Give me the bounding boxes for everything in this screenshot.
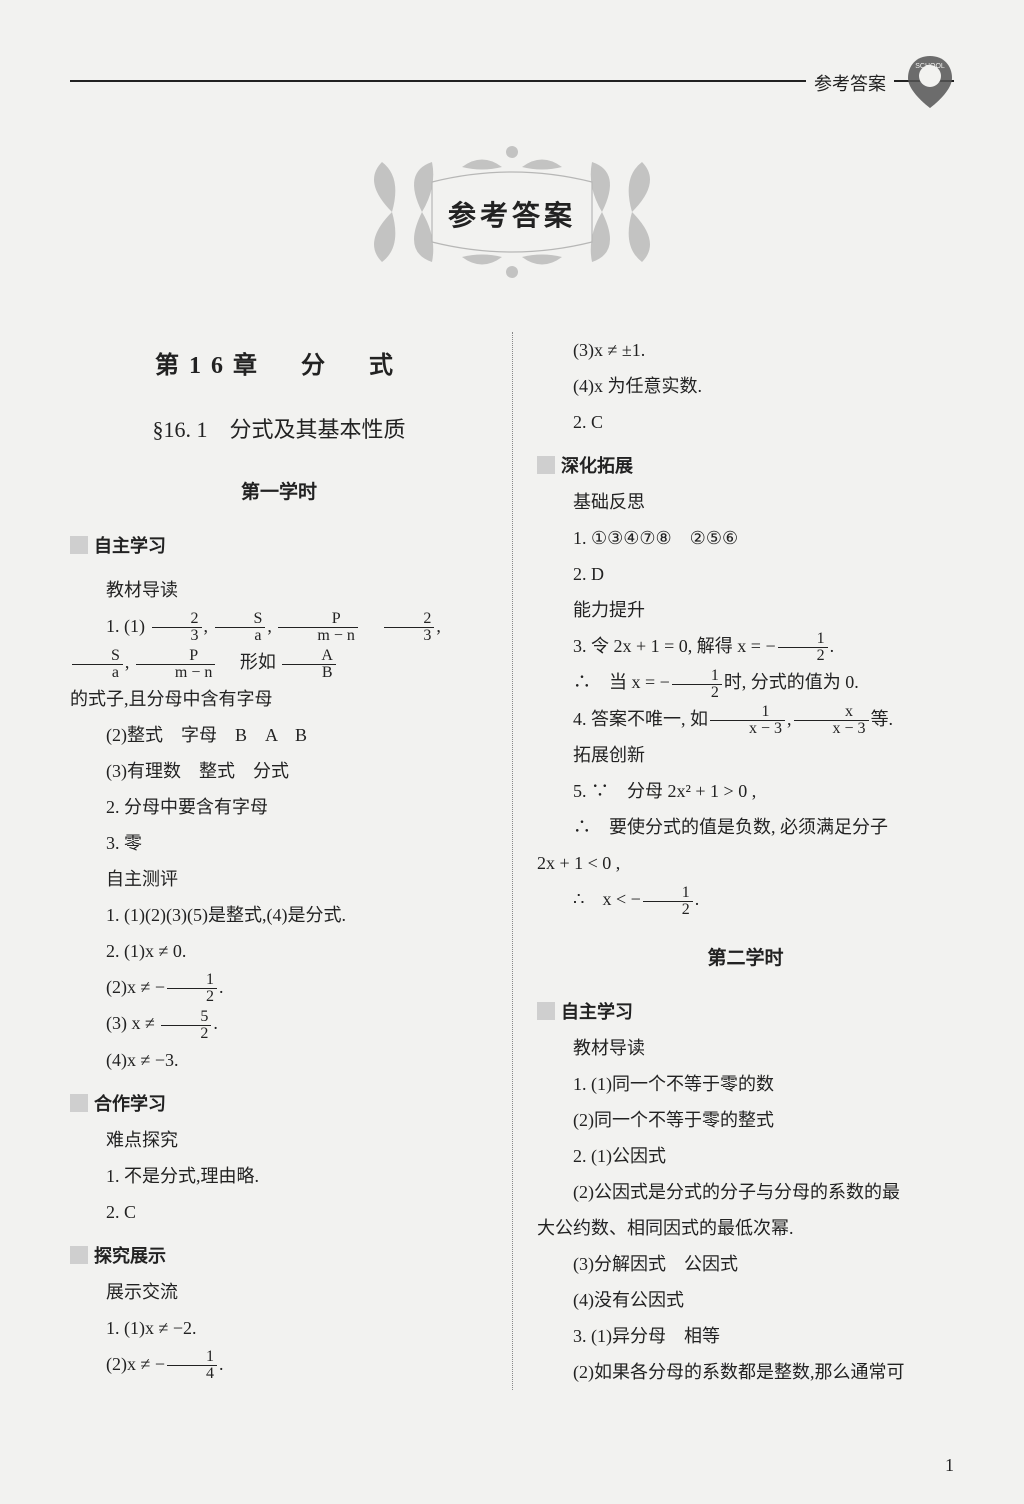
answer-line: ∴ 当 x = −12时, 分式的值为 0.: [537, 664, 954, 700]
heading-text: 探究展示: [94, 1246, 166, 1266]
answer-line: 1. (1) 23, Sa, Pm − n 23, Sa, Pm − n 形如 …: [70, 608, 488, 681]
section-title: §16. 1 分式及其基本性质: [70, 408, 488, 452]
lesson-1-title: 第一学时: [70, 474, 488, 512]
title-banner: 参考答案: [70, 122, 954, 302]
block-marker-icon: [537, 456, 555, 474]
subheading: 能力提升: [537, 592, 954, 628]
answer-line: (2)如果各分母的系数都是整数,那么通常可: [537, 1354, 954, 1390]
fraction: 12: [643, 885, 693, 918]
header-rule: 参考答案 SCHOOL: [70, 80, 954, 82]
fraction: Pm − n: [278, 611, 357, 644]
answer-line: 的式子,且分母中含有字母: [70, 681, 488, 717]
subheading: 拓展创新: [537, 737, 954, 773]
subheading: 难点探究: [70, 1122, 488, 1158]
fraction: xx − 3: [794, 704, 869, 737]
answer-line: (3) x ≠ 52.: [70, 1005, 488, 1041]
answer-line: (2)整式 字母 B A B: [70, 717, 488, 753]
fraction: 23: [152, 611, 202, 644]
subheading: 教材导读: [537, 1030, 954, 1066]
heading-explore: 探究展示: [70, 1238, 488, 1274]
answer-line: 1. (1)x ≠ −2.: [70, 1310, 488, 1346]
answer-line: 大公约数、相同因式的最低次幂.: [537, 1210, 954, 1246]
block-marker-icon: [537, 1002, 555, 1020]
block-marker-icon: [70, 536, 88, 554]
heading-self-study-2: 自主学习: [537, 994, 954, 1030]
answer-line: (2)同一个不等于零的整式: [537, 1102, 954, 1138]
answer-line: 3. (1)异分母 相等: [537, 1318, 954, 1354]
answer-line: (4)x ≠ −3.: [70, 1042, 488, 1078]
block-marker-icon: [70, 1246, 88, 1264]
answer-line: (2)x ≠ −14.: [70, 1346, 488, 1382]
header-label: 参考答案: [806, 70, 894, 96]
subheading: 展示交流: [70, 1274, 488, 1310]
answer-line: (3)x ≠ ±1.: [537, 332, 954, 368]
subheading: 基础反思: [537, 484, 954, 520]
answer-line: 3. 令 2x + 1 = 0, 解得 x = −12.: [537, 628, 954, 664]
answer-line: 3. 零: [70, 825, 488, 861]
answer-line: 1. (1)(2)(3)(5)是整式,(4)是分式.: [70, 897, 488, 933]
fraction: 14: [167, 1349, 217, 1382]
school-badge-icon: SCHOOL: [906, 54, 954, 110]
answer-line: 2. 分母中要含有字母: [70, 789, 488, 825]
content-columns: 第16章 分 式 §16. 1 分式及其基本性质 第一学时 自主学习 教材导读 …: [70, 332, 954, 1390]
answer-line: 2. C: [70, 1194, 488, 1230]
block-marker-icon: [70, 1094, 88, 1112]
lesson-2-title: 第二学时: [537, 940, 954, 978]
answer-line: (2)公因式是分式的分子与分母的系数的最: [537, 1174, 954, 1210]
fraction: Sa: [215, 611, 266, 644]
fraction: 52: [161, 1009, 211, 1042]
answer-line: 2. (1)x ≠ 0.: [70, 933, 488, 969]
fraction: 12: [672, 668, 722, 701]
answer-line: 5. ∵ 分母 2x² + 1 > 0 ,: [537, 773, 954, 809]
fraction: Sa: [72, 648, 123, 681]
subheading: 自主测评: [70, 861, 488, 897]
fraction: AB: [282, 648, 336, 681]
left-column: 第16章 分 式 §16. 1 分式及其基本性质 第一学时 自主学习 教材导读 …: [70, 332, 512, 1390]
answer-line: 1. ①③④⑦⑧ ②⑤⑥: [537, 520, 954, 556]
answer-line: (2)x ≠ −12.: [70, 969, 488, 1005]
answer-line: 1. (1)同一个不等于零的数: [537, 1066, 954, 1102]
answer-line: 2x + 1 < 0 ,: [537, 845, 954, 881]
text: 1. (1): [106, 616, 145, 636]
subheading: 教材导读: [70, 572, 488, 608]
answer-line: (4)没有公因式: [537, 1282, 954, 1318]
heading-coop: 合作学习: [70, 1086, 488, 1122]
answer-line: ∴ x < −12.: [537, 881, 954, 917]
page-number: 1: [945, 1455, 954, 1476]
svg-text:SCHOOL: SCHOOL: [915, 63, 945, 70]
answer-line: 2. C: [537, 404, 954, 440]
answer-line: (4)x 为任意实数.: [537, 368, 954, 404]
answer-line: (3)有理数 整式 分式: [70, 753, 488, 789]
right-column: (3)x ≠ ±1. (4)x 为任意实数. 2. C 深化拓展 基础反思 1.…: [512, 332, 954, 1390]
fraction: 1x − 3: [710, 704, 785, 737]
chapter-title: 第16章 分 式: [70, 342, 488, 390]
answer-line: 4. 答案不唯一, 如1x − 3,xx − 3等.: [537, 701, 954, 737]
fraction: 12: [778, 631, 828, 664]
answer-line: 2. D: [537, 556, 954, 592]
page-title: 参考答案: [448, 194, 576, 234]
heading-deepen: 深化拓展: [537, 448, 954, 484]
heading-text: 深化拓展: [561, 456, 633, 476]
text: 形如: [222, 652, 276, 672]
answer-line: 2. (1)公因式: [537, 1138, 954, 1174]
answer-line: (3)分解因式 公因式: [537, 1246, 954, 1282]
fraction: 12: [167, 972, 217, 1005]
fraction: 23: [384, 611, 434, 644]
fraction: Pm − n: [136, 648, 215, 681]
heading-text: 合作学习: [94, 1094, 166, 1114]
heading-text: 自主学习: [94, 536, 166, 556]
answer-line: ∴ 要使分式的值是负数, 必须满足分子: [537, 809, 954, 845]
heading-self-study: 自主学习: [70, 528, 488, 564]
answer-line: 1. 不是分式,理由略.: [70, 1158, 488, 1194]
heading-text: 自主学习: [561, 1002, 633, 1022]
